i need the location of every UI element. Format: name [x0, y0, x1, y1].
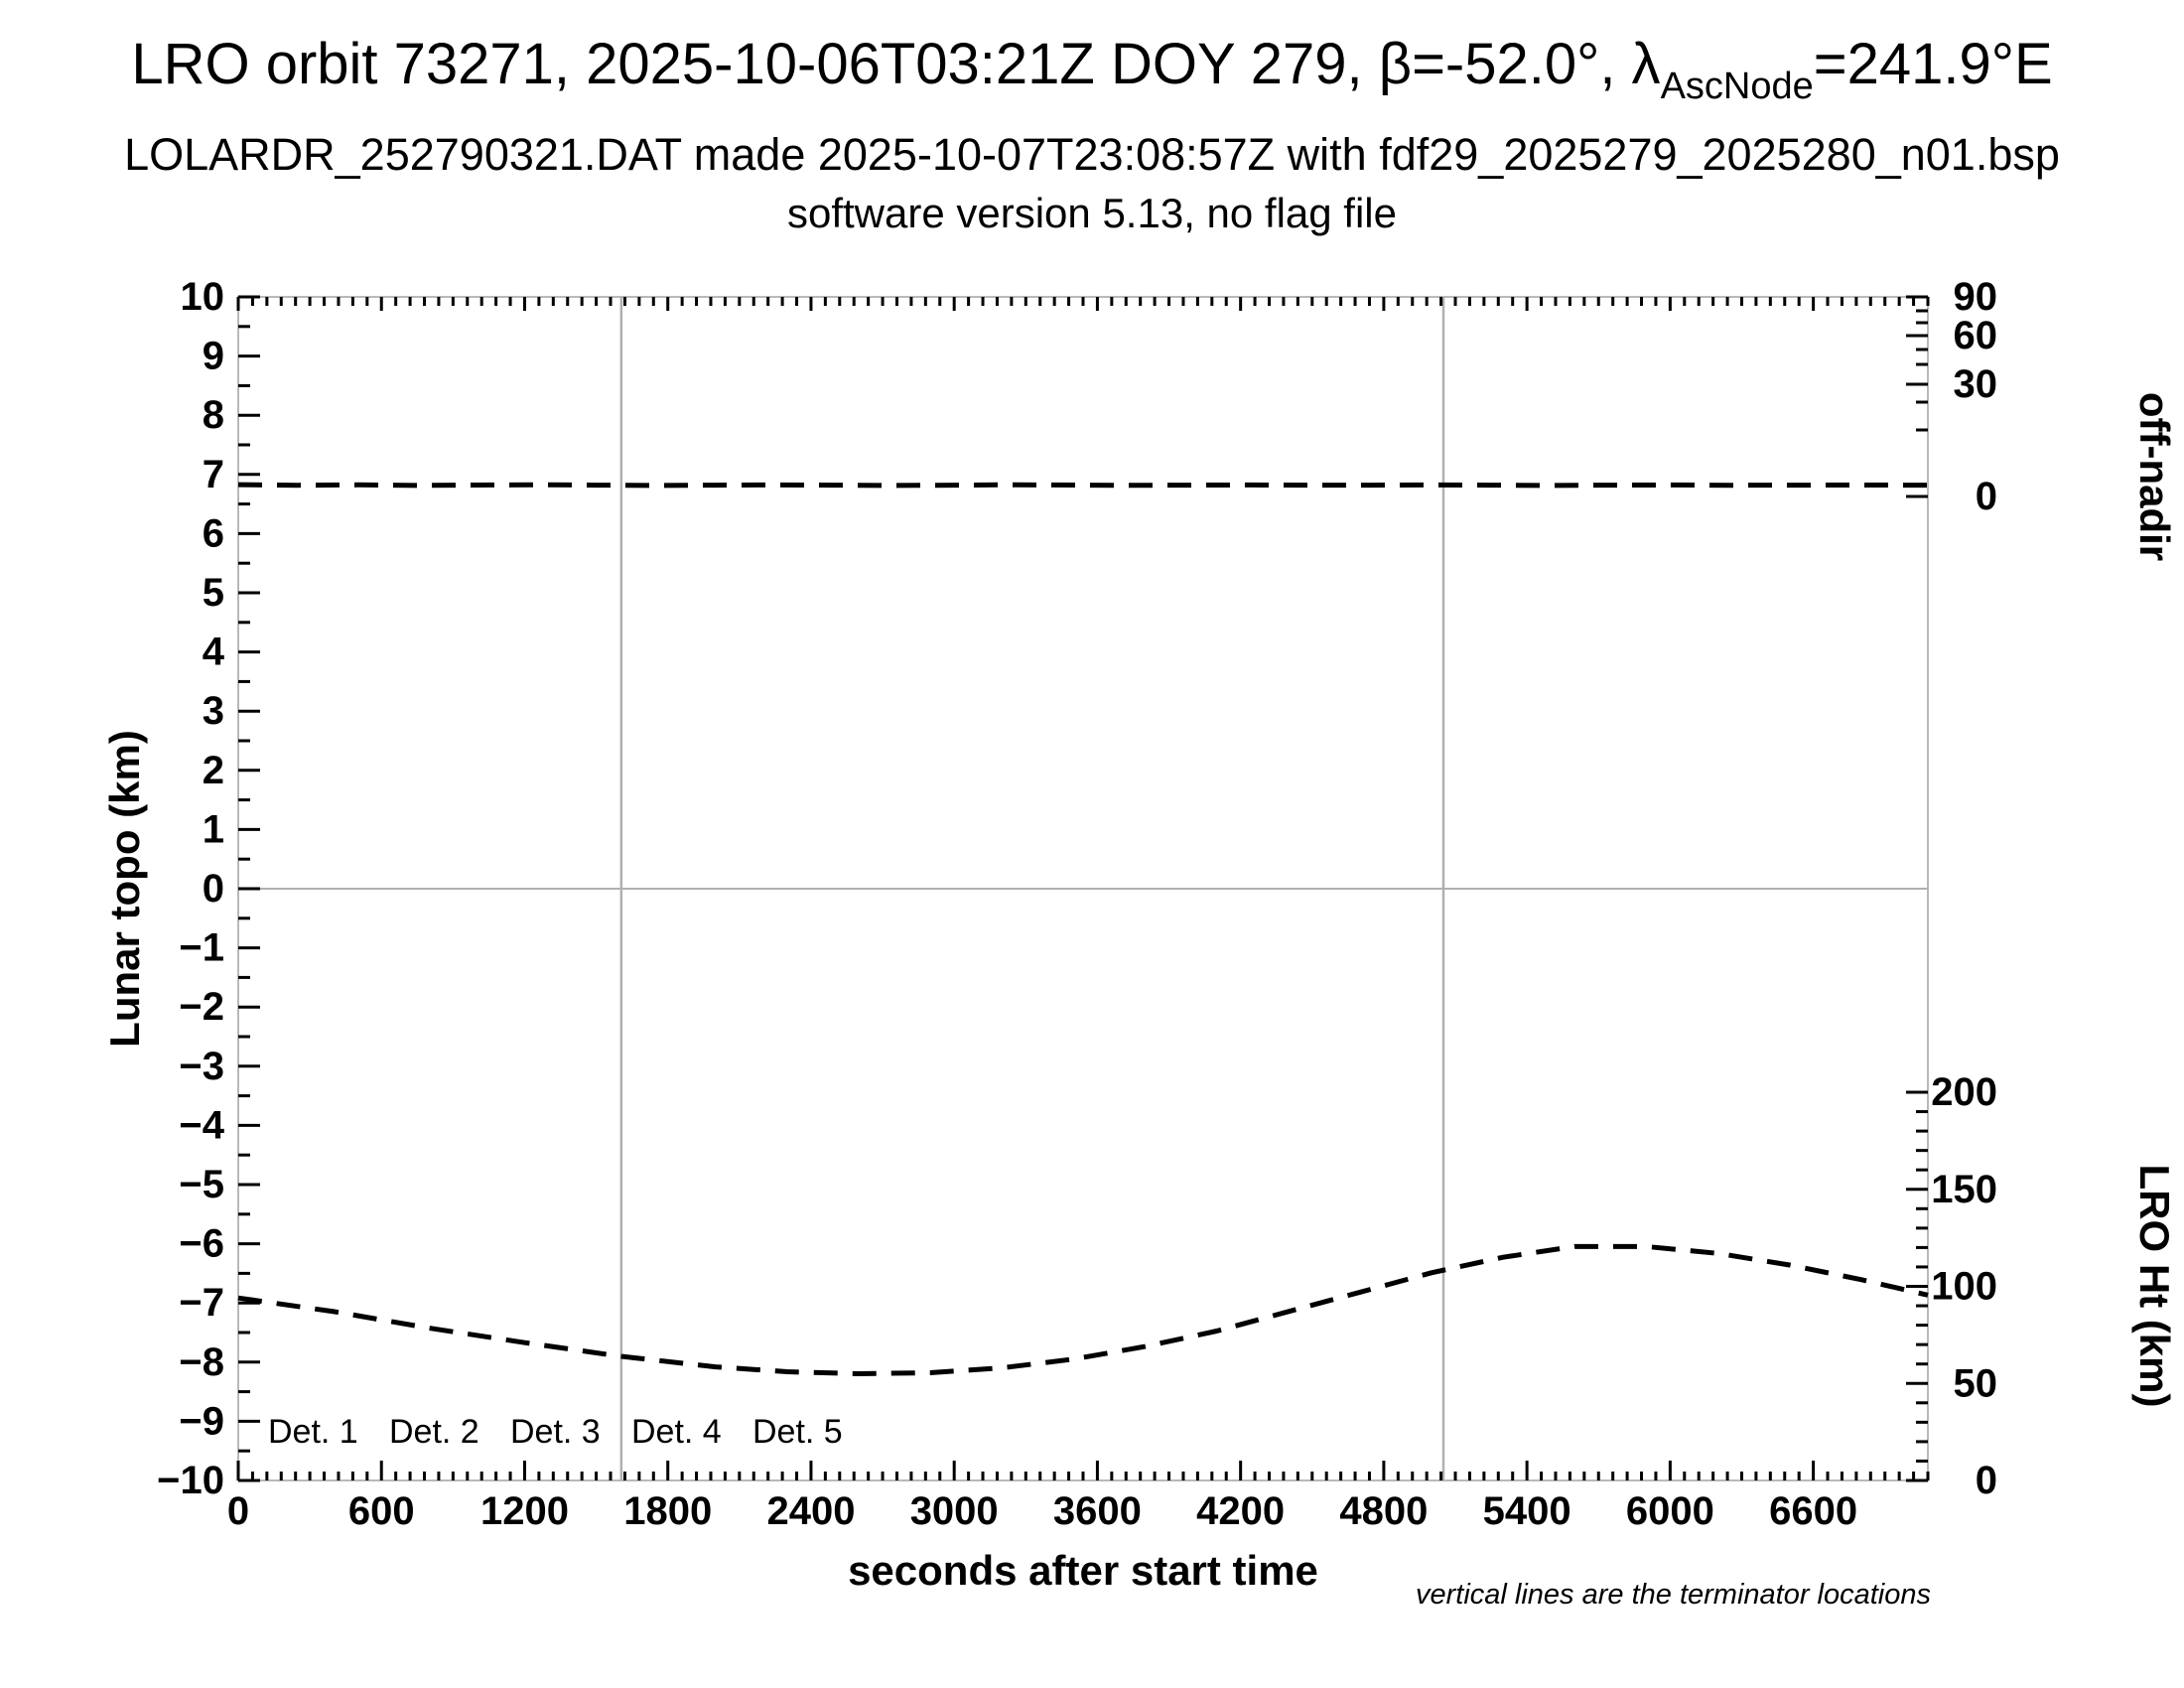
tick-labels-group: 0 600 1200 1800 2400 3000 3600 4200 4800 5400 6000…: [157, 275, 1997, 1533]
y-left-tick-label: 1: [203, 807, 224, 851]
plot-frame-group: [237, 296, 1929, 1481]
x-axis-tick-label: 2400: [766, 1489, 855, 1533]
software-version-line: software version 5.13, no flag file: [786, 190, 1397, 236]
y-right-ht-tick-label: 150: [1931, 1168, 1997, 1211]
y-left-tick-label: 3: [203, 689, 224, 733]
terminator-footnote: vertical lines are the terminator locati…: [1416, 1579, 1931, 1611]
y-right-ht-tick-label: 100: [1931, 1265, 1997, 1309]
title-prefix: LRO orbit 73271, 2025-10-06T03:21Z DOY 2…: [131, 32, 1661, 96]
x-axis-tick-label: 0: [227, 1489, 249, 1533]
x-axis-tick-label: 1200: [480, 1489, 569, 1533]
y-right-ht-tick-label: 50: [1954, 1361, 1998, 1405]
lro-height-curve: [237, 1243, 1929, 1376]
title-suffix: =241.9°E: [1813, 32, 2053, 96]
x-axis-tick-label: 1800: [623, 1489, 712, 1533]
off-nadir-curve: [237, 482, 1929, 489]
y-left-tick-label: −2: [179, 985, 224, 1029]
y-left-tick-label: 2: [203, 749, 224, 792]
legend-det-4: Det. 4: [631, 1413, 722, 1451]
y-left-tick-label: 6: [203, 511, 224, 555]
x-axis-tick-label: 600: [348, 1489, 415, 1533]
legend-det-5: Det. 5: [752, 1413, 843, 1451]
data-series-group: [237, 482, 1929, 1376]
y-left-tick-label: −7: [179, 1281, 224, 1325]
x-axis-title: seconds after start time: [848, 1547, 1318, 1594]
x-axis-tick-label: 6000: [1626, 1489, 1714, 1533]
y-right-offnadir-tick-label: 60: [1954, 314, 1998, 357]
y-right-offnadir-tick-label: 30: [1954, 362, 1998, 406]
y-right-ht-tick-label: 0: [1976, 1459, 1997, 1502]
y-left-tick-label: 0: [203, 867, 224, 911]
y-axis-right-bottom-title: LRO Ht (km): [2131, 1165, 2178, 1408]
page-subtitle: LOLARDR_252790321.DAT made 2025-10-07T23…: [124, 129, 2060, 180]
y-right-offnadir-tick-label: 0: [1976, 475, 1997, 518]
y-left-tick-label: −6: [179, 1222, 224, 1266]
y-left-tick-label: −9: [179, 1399, 224, 1443]
y-right-offnadir-tick-label: 90: [1954, 275, 1998, 319]
y-right-ht-tick-label: 200: [1931, 1070, 1997, 1114]
y-left-tick-label: 7: [203, 453, 224, 496]
axis-ticks-group: [236, 295, 1930, 1482]
y-left-tick-label: 4: [203, 631, 225, 674]
y-left-tick-label: −5: [179, 1163, 224, 1206]
title-lambda-subscript: AscNode: [1660, 66, 1814, 107]
y-left-tick-label: −3: [179, 1045, 224, 1088]
y-left-tick-label: 8: [203, 393, 224, 437]
y-left-tick-label: 9: [203, 335, 224, 378]
y-left-tick-label: −4: [179, 1103, 224, 1147]
x-axis-tick-label: 5400: [1483, 1489, 1571, 1533]
y-axis-right-top-title: off-nadir: [2131, 392, 2178, 561]
x-axis-tick-label: 3000: [910, 1489, 999, 1533]
title-block: LRO orbit 73271, 2025-10-06T03:21Z DOY 2…: [0, 30, 2184, 238]
x-axis-tick-label: 4800: [1339, 1489, 1428, 1533]
y-left-tick-label: −10: [157, 1459, 224, 1502]
y-left-tick-label: −8: [179, 1340, 224, 1384]
legend-det-1: Det. 1: [268, 1413, 358, 1451]
page-title: LRO orbit 73271, 2025-10-06T03:21Z DOY 2…: [0, 30, 2184, 121]
x-axis-tick-label: 6600: [1769, 1489, 1857, 1533]
legend-det-2: Det. 2: [389, 1413, 479, 1451]
y-left-tick-label: 5: [203, 571, 224, 615]
y-left-tick-label: 10: [181, 275, 225, 319]
y-left-tick-label: −1: [179, 926, 224, 970]
x-axis-tick-label: 3600: [1053, 1489, 1142, 1533]
y-axis-left-title: Lunar topo (km): [101, 730, 148, 1048]
legend-det-3: Det. 3: [510, 1413, 601, 1451]
x-axis-tick-label: 4200: [1196, 1489, 1285, 1533]
